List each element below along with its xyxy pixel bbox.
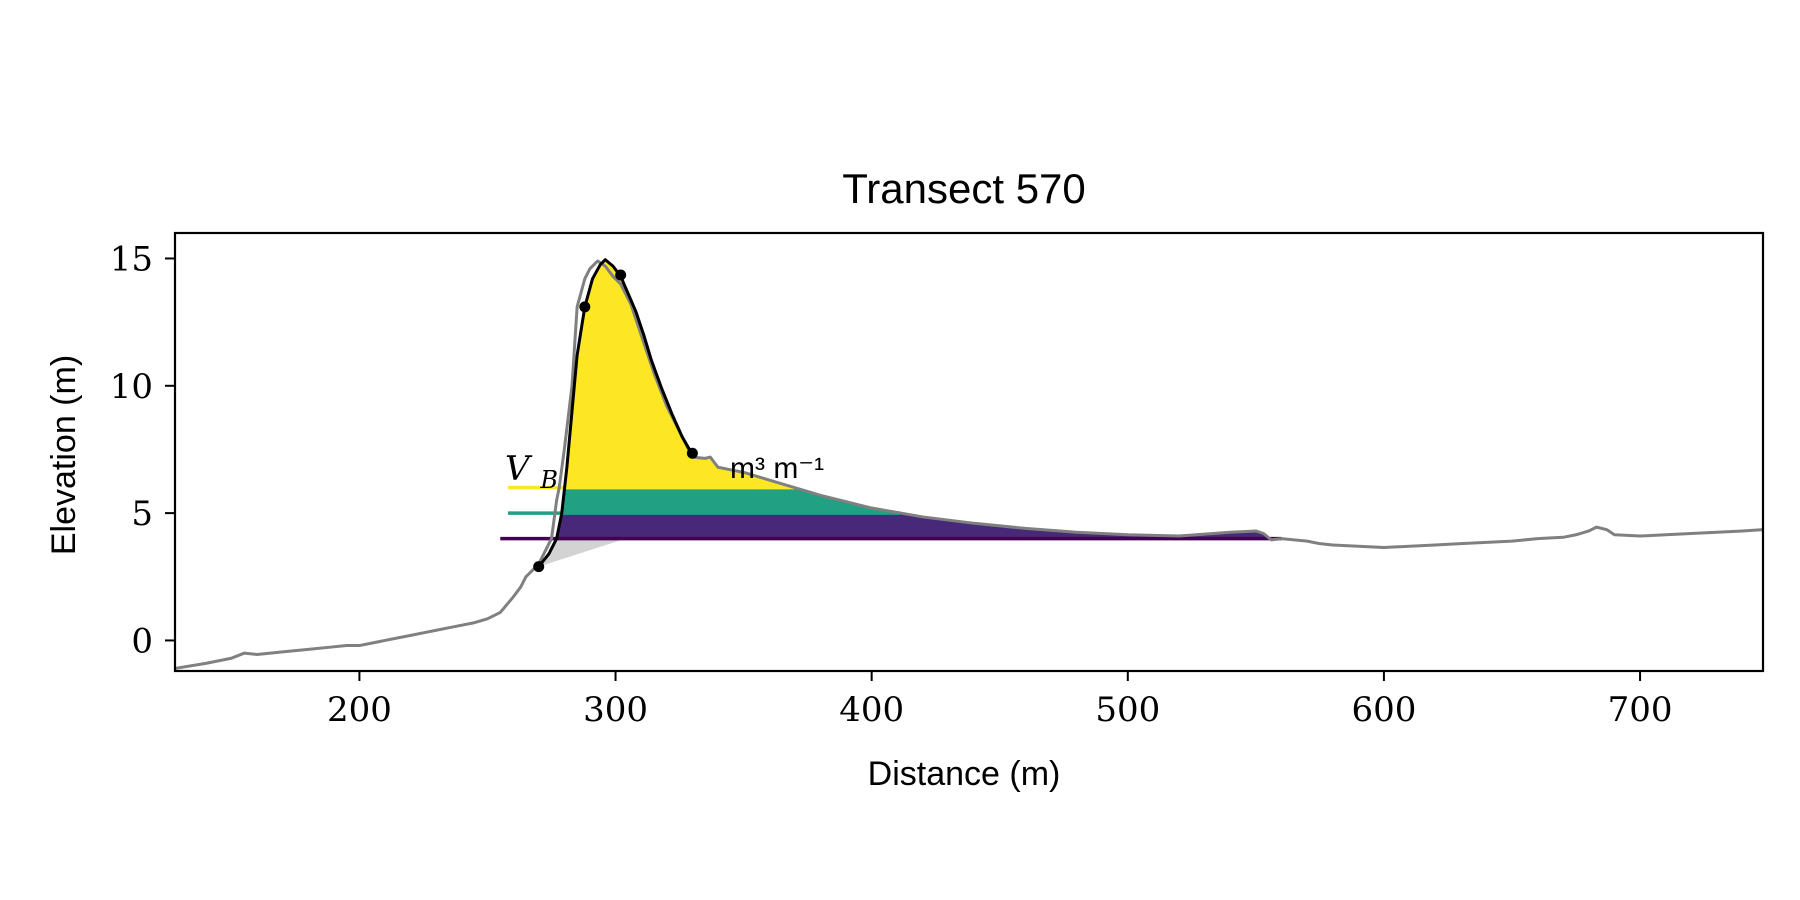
annotation: V B m³ m⁻¹ — [505, 449, 824, 494]
y-axis: 0 5 10 15 — [110, 239, 175, 661]
plot-fills — [538, 259, 1282, 567]
x-tick-label: 200 — [327, 690, 392, 730]
band-mid — [561, 487, 900, 514]
x-tick-label: 500 — [1095, 690, 1160, 730]
key-point — [579, 301, 591, 313]
x-tick-label: 300 — [583, 690, 648, 730]
y-tick-label: 10 — [110, 367, 153, 407]
y-tick-label: 0 — [131, 621, 153, 661]
chart-title: Transect 570 — [842, 165, 1086, 212]
toe-wedge — [538, 538, 626, 567]
annotation-variable-symbol: V — [505, 449, 533, 489]
annotation-variable: V B — [505, 449, 558, 494]
x-axis: 200 300 400 500 600 700 — [327, 671, 1673, 730]
plot-points — [533, 269, 698, 573]
plot-frame — [173, 231, 1765, 673]
band-top — [564, 259, 795, 488]
key-point — [615, 269, 627, 281]
y-tick-label: 5 — [131, 494, 153, 534]
annotation-unit: m³ m⁻¹ — [730, 452, 824, 485]
dune-outline — [537, 258, 694, 568]
x-tick-label: 700 — [1608, 690, 1673, 730]
plot-lines — [174, 258, 1764, 670]
profile-line — [174, 259, 1764, 670]
key-point — [686, 447, 698, 459]
x-tick-label: 400 — [839, 690, 904, 730]
x-axis-label: Distance (m) — [868, 755, 1061, 793]
x-tick-label: 600 — [1351, 690, 1416, 730]
y-axis-label: Elevation (m) — [45, 355, 83, 555]
y-tick-label: 15 — [110, 239, 153, 279]
annotation-variable-subscript: B — [539, 466, 558, 494]
band-low — [556, 513, 1282, 539]
key-point — [533, 561, 545, 573]
